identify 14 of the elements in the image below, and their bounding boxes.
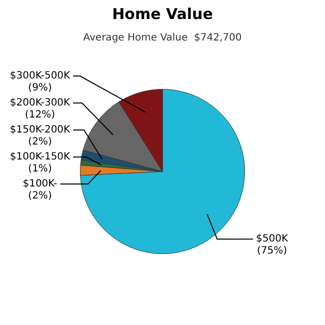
slice-label: $150K-200K xyxy=(10,124,71,136)
data-label: (2%) xyxy=(28,190,52,202)
slice-label: $100K-150K xyxy=(10,152,71,163)
slice-label: $500K xyxy=(256,234,288,245)
data-label: (1%) xyxy=(28,164,52,175)
data-label: (9%) xyxy=(28,82,52,94)
chart-subtitle: Average Home Value $742,700 xyxy=(83,32,242,44)
data-label: (12%) xyxy=(24,110,56,121)
data-label: (2%) xyxy=(28,136,52,148)
chart-title: Home Value xyxy=(112,4,213,23)
slice-label: $300K-500K xyxy=(10,70,71,82)
slice-label: $100K- xyxy=(22,178,58,190)
data-label: (75%) xyxy=(256,246,288,257)
slice-label: $200K-300K xyxy=(10,98,71,109)
